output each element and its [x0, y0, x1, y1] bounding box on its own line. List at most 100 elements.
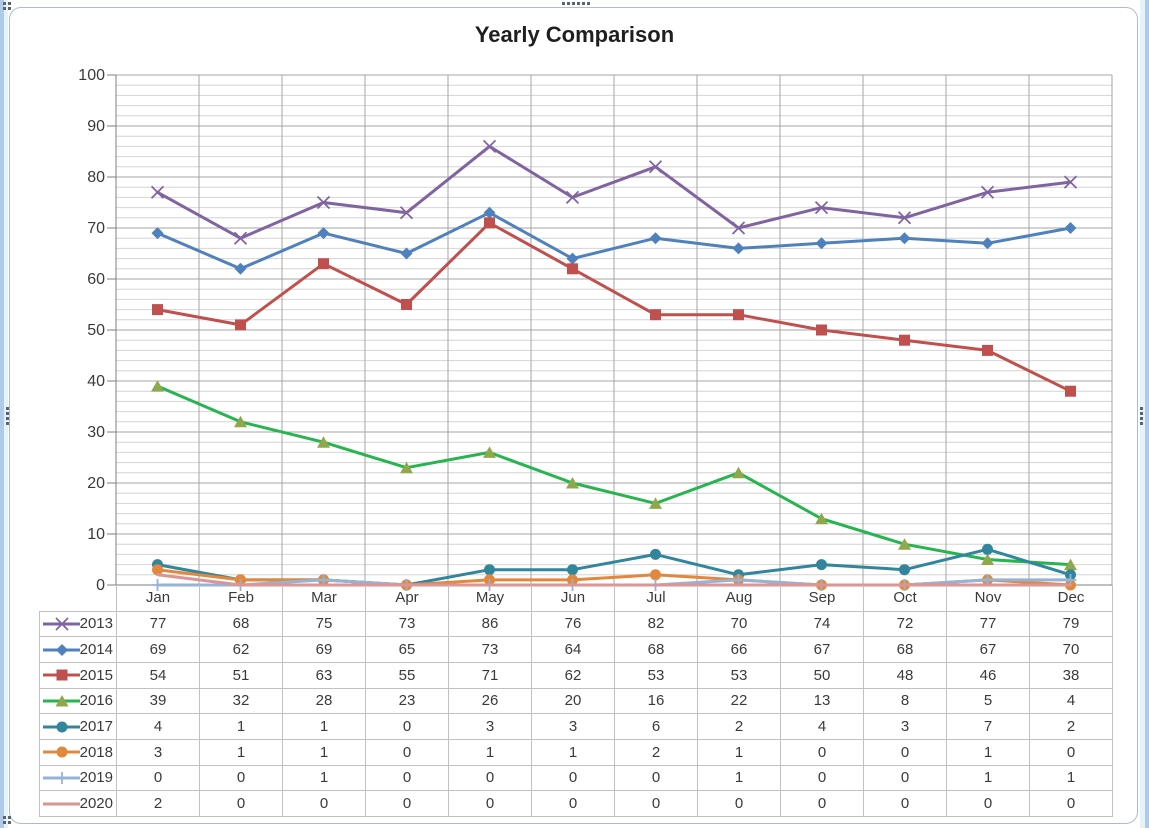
series-2013[interactable] — [150, 139, 1078, 245]
table-cell: 65 — [365, 636, 449, 663]
series-2013-line[interactable] — [156, 144, 1072, 240]
legend-key-2014 — [43, 643, 80, 656]
table-cell: 0 — [1029, 790, 1113, 817]
table-cell: 20 — [531, 687, 615, 715]
series-2014-line[interactable] — [156, 211, 1072, 271]
legend-key-2016 — [43, 694, 80, 707]
series-2015-marker — [318, 258, 329, 270]
series-2016-marker — [898, 538, 911, 550]
table-row: 2020 2 0 0 0 0 0 0 0 0 0 0 0 — [39, 790, 1113, 817]
table-cell: 3 — [863, 713, 947, 740]
series-2016-line[interactable] — [156, 384, 1072, 567]
table-cell: 5 — [946, 687, 1030, 715]
series-label-cell: 2013 — [39, 610, 117, 638]
table-cell: 67 — [780, 636, 864, 663]
series-2014-marker — [732, 242, 745, 255]
table-row: 2017 4 1 1 0 3 3 6 2 4 3 7 2 — [39, 713, 1113, 740]
table-cell: 0 — [365, 713, 449, 740]
table-cell: 0 — [282, 790, 366, 817]
series-name: 2017 — [79, 718, 113, 736]
table-cell: 1 — [282, 713, 366, 740]
table-cell: 73 — [448, 636, 532, 663]
series-label-cell: 2015 — [39, 661, 117, 689]
table-cell: 1 — [946, 738, 1030, 766]
series-2015-marker — [152, 304, 163, 316]
series-2016-marker — [732, 466, 745, 479]
table-cell: 3 — [116, 738, 200, 766]
series-2013-marker — [1063, 175, 1078, 189]
chart-area-border[interactable] — [9, 7, 1138, 824]
table-cell: 69 — [282, 636, 366, 663]
resize-handle-left-middle[interactable] — [6, 407, 9, 425]
legend-key-2013 — [43, 617, 80, 631]
table-cell: 0 — [780, 790, 864, 817]
table-cell: 0 — [448, 790, 532, 817]
table-cell: 38 — [1029, 661, 1113, 689]
series-2017-marker — [982, 543, 993, 555]
table-cell: 1 — [282, 764, 366, 792]
legend-key-marker-2013 — [55, 617, 69, 631]
table-cell: 54 — [116, 661, 200, 689]
legend-key-2019 — [43, 771, 80, 784]
table-row: 2019 0 0 1 0 0 0 0 1 0 0 1 1 — [39, 764, 1113, 792]
table-cell: 0 — [531, 764, 615, 792]
series-2014-marker — [234, 262, 247, 275]
series-2016-marker — [981, 553, 994, 565]
series-label-cell: 2019 — [39, 764, 117, 792]
y-axis-label: 0 — [96, 577, 105, 594]
legend-key-2017 — [43, 721, 80, 733]
series-2014-marker — [981, 237, 994, 250]
series-2015-line[interactable] — [156, 221, 1072, 393]
series-2014-marker — [151, 227, 164, 240]
series-2016-marker — [151, 380, 164, 392]
table-cell: 86 — [448, 610, 532, 638]
y-axis-label: 60 — [87, 271, 105, 288]
table-cell: 0 — [365, 764, 449, 792]
table-cell: 68 — [199, 610, 283, 638]
series-2015-marker — [650, 309, 661, 321]
table-cell: 0 — [780, 764, 864, 792]
series-2013-marker — [814, 200, 829, 215]
table-cell: 0 — [697, 790, 781, 817]
table-cell: 53 — [697, 661, 781, 689]
series-label-cell: 2017 — [39, 713, 117, 740]
legend-key-2015 — [43, 669, 80, 681]
data-table[interactable]: Jan Feb Mar Apr May Jun Jul Aug Sep Oct Nov Dec 2013… — [39, 585, 1113, 817]
series-2015-marker — [235, 319, 246, 331]
table-cell: 2 — [1029, 713, 1113, 740]
table-cell: 79 — [1029, 610, 1113, 638]
resize-handle-right-middle[interactable] — [1140, 407, 1143, 425]
legend-key-marker-2018 — [56, 746, 68, 758]
resize-handle-bottom-left[interactable] — [3, 816, 11, 824]
series-2017-marker — [484, 564, 495, 576]
series-2014-marker — [317, 227, 330, 240]
month-header: Apr — [365, 585, 449, 612]
series-2015[interactable] — [152, 217, 1076, 397]
series-label-cell: 2018 — [39, 738, 117, 766]
table-cell: 0 — [116, 764, 200, 792]
series-2013-marker — [980, 185, 995, 199]
worksheet-rail-right — [1145, 0, 1149, 828]
table-cell: 66 — [697, 636, 781, 663]
table-cell: 0 — [614, 764, 698, 792]
series-2013-marker — [482, 139, 497, 154]
y-axis-label: 90 — [87, 118, 105, 135]
resize-handle-top-left[interactable] — [3, 2, 11, 10]
worksheet-rail-left — [0, 0, 4, 828]
resize-handle-top-center[interactable] — [562, 2, 590, 5]
series-2014[interactable] — [151, 206, 1077, 275]
series-label-cell: 2016 — [39, 687, 117, 715]
table-cell: 46 — [946, 661, 1030, 689]
chart-title[interactable]: Yearly Comparison — [474, 22, 675, 47]
table-cell: 62 — [531, 661, 615, 689]
table-cell: 62 — [199, 636, 283, 663]
table-cell: 1 — [1029, 764, 1113, 792]
series-2016[interactable] — [151, 380, 1077, 571]
table-row: 2016 39 32 28 23 26 20 16 22 13 8 5 4 — [39, 687, 1113, 715]
month-header: Aug — [697, 585, 781, 612]
table-cell: 51 — [199, 661, 283, 689]
y-axis-label: 30 — [87, 424, 105, 441]
table-cell: 1 — [448, 738, 532, 766]
series-2016-marker — [400, 461, 413, 474]
